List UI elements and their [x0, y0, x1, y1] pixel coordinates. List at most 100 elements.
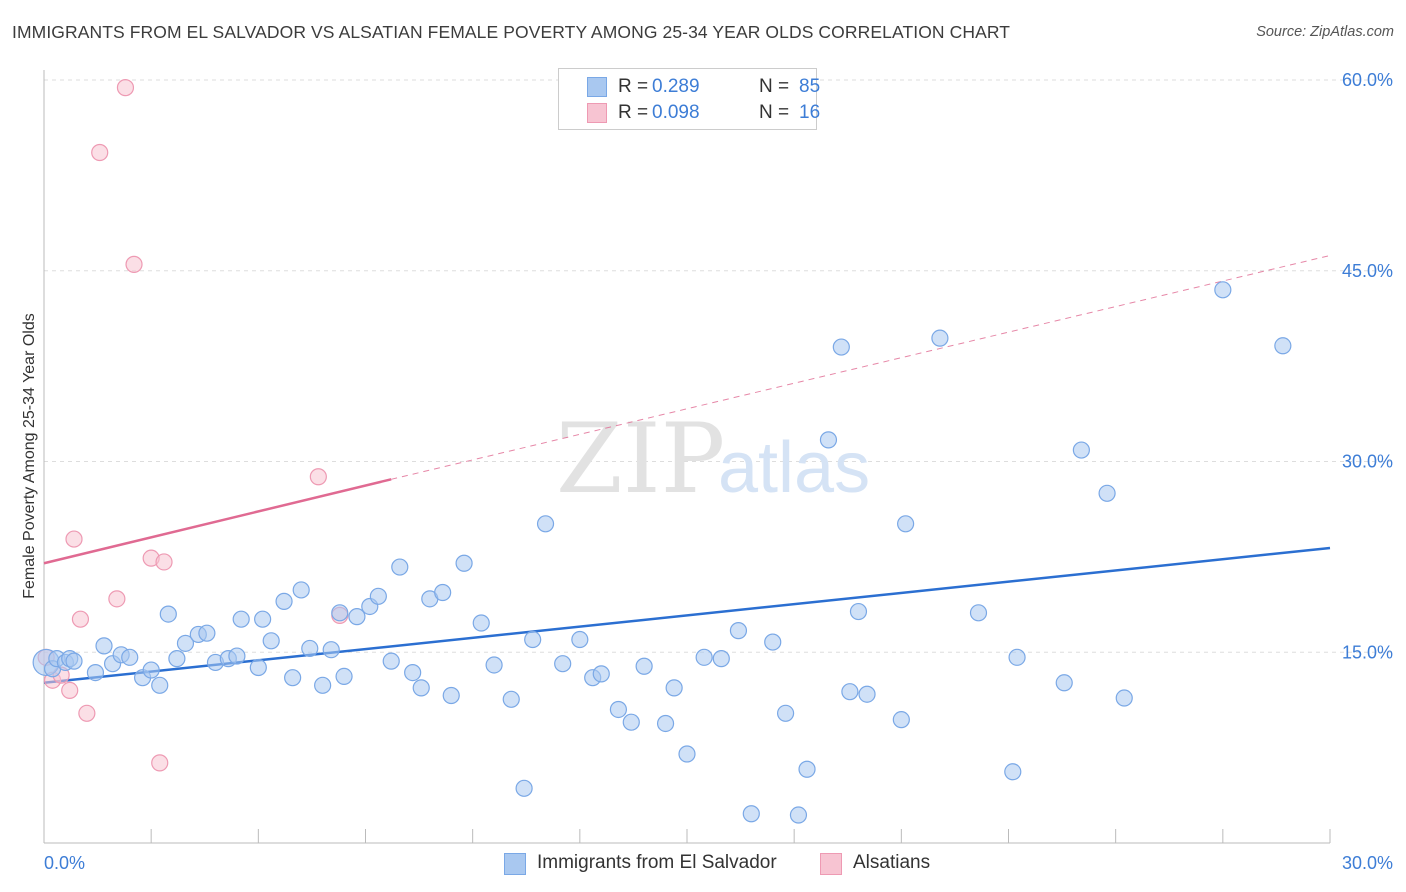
el-salvador-point: [331, 604, 349, 622]
el-salvador-point: [369, 587, 387, 605]
el-salvador-point: [228, 647, 246, 665]
y-tick-labels: 15.0% 30.0% 45.0% 60.0%: [1342, 70, 1393, 662]
el-salvador-point: [292, 581, 310, 599]
el-salvador-point: [665, 679, 683, 697]
el-salvador-point: [592, 665, 610, 683]
chart-title: IMMIGRANTS FROM EL SALVADOR VS ALSATIAN …: [12, 22, 1011, 42]
alsatians-point: [125, 255, 143, 273]
el-salvador-point: [95, 637, 113, 655]
y-tick-label: 60.0%: [1342, 70, 1393, 90]
watermark-atlas: atlas: [718, 428, 870, 508]
el-salvador-point: [1098, 484, 1116, 502]
el-salvador-point: [841, 683, 859, 701]
alsatians-point: [65, 530, 83, 548]
legend-r-label: R =: [618, 102, 649, 123]
legend-swatch-blue: [587, 77, 607, 97]
el-salvador-point: [412, 679, 430, 697]
el-salvador-point: [622, 713, 640, 731]
el-salvador-point: [254, 610, 272, 628]
legend-n-label: N =: [759, 102, 790, 123]
el-salvador-point: [1004, 763, 1022, 781]
legend-n-value: 16: [799, 102, 821, 123]
alsatians-point: [309, 468, 327, 486]
bottom-legend-swatch-blue: [504, 853, 526, 875]
el-salvador-point: [931, 329, 949, 347]
el-salvador-point: [536, 515, 555, 533]
el-salvador-point: [168, 650, 186, 668]
el-salvador-point: [249, 658, 267, 677]
el-salvador-point: [897, 515, 915, 533]
el-salvador-point: [742, 805, 760, 823]
x-tick-label-max: 30.0%: [1342, 853, 1393, 873]
alsatians-point: [155, 553, 173, 571]
el-salvador-point: [434, 583, 452, 602]
el-salvador-point: [524, 630, 542, 649]
alsatians-point: [151, 754, 169, 772]
el-salvador-point: [86, 663, 105, 682]
stats-legend: R = 0.289 N = 85 R = 0.098 N = 16: [558, 68, 821, 130]
el-salvador-point: [1008, 648, 1026, 666]
el-salvador-point: [789, 806, 808, 824]
el-salvador-point: [1055, 674, 1073, 692]
el-salvador-point: [764, 633, 782, 651]
el-salvador-point: [849, 602, 868, 621]
el-salvador-point: [232, 610, 250, 628]
el-salvador-point: [455, 554, 473, 572]
el-salvador-point: [348, 608, 366, 626]
el-salvador-point: [695, 648, 713, 666]
el-salvador-point: [571, 630, 589, 649]
el-salvador-point: [284, 669, 302, 687]
watermark: ZIP atlas: [556, 403, 870, 515]
alsatians-point: [91, 143, 109, 162]
el-salvador-point: [262, 632, 280, 650]
el-salvador-point: [798, 760, 816, 778]
x-tick-labels: 0.0% 30.0%: [44, 853, 1393, 873]
el-salvador-point: [382, 652, 400, 670]
y-tick-label: 45.0%: [1342, 261, 1393, 281]
bottom-legend-label: Immigrants from El Salvador: [537, 852, 777, 873]
el-salvador-point: [142, 661, 160, 679]
gridlines: [44, 79, 1393, 653]
el-salvador-point: [1214, 281, 1232, 299]
el-salvador-point: [176, 634, 195, 652]
el-salvador-point: [776, 704, 795, 722]
legend-r-value: 0.289: [652, 76, 700, 97]
el-salvador-point: [1072, 441, 1090, 459]
el-salvador-point: [832, 338, 850, 356]
el-salvador-point: [515, 779, 533, 797]
el-salvador-point: [892, 711, 910, 729]
el-salvador-point: [65, 652, 83, 670]
el-salvador-point: [159, 605, 177, 623]
el-salvador-point: [1274, 337, 1292, 355]
el-salvador-point: [322, 641, 340, 659]
legend-n-label: N =: [759, 76, 790, 97]
legend-swatch-pink: [587, 103, 607, 123]
el-salvador-point: [712, 650, 730, 668]
alsatians-point: [116, 79, 135, 97]
el-salvador-point: [301, 639, 319, 658]
el-salvador-point: [609, 700, 628, 719]
el-salvador-point: [335, 667, 353, 686]
el-salvador-point: [442, 686, 460, 705]
alsatians-point: [71, 610, 90, 628]
bottom-legend-label: Alsatians: [853, 852, 931, 873]
el-salvador-point: [858, 685, 876, 703]
el-salvador-point: [275, 592, 293, 610]
el-salvador-point: [656, 714, 675, 733]
alsatians-trend-extension: [391, 255, 1331, 480]
el-salvador-point: [1115, 689, 1133, 707]
y-tick-label: 15.0%: [1342, 642, 1393, 662]
el-salvador-points: [32, 281, 1292, 824]
el-salvador-point: [729, 622, 748, 640]
el-salvador-point: [314, 676, 332, 694]
el-salvador-point: [554, 655, 572, 673]
legend-r-label: R =: [618, 76, 649, 97]
x-ticks: [150, 829, 1331, 843]
bottom-legend-swatch-pink: [820, 853, 842, 875]
y-tick-label: 30.0%: [1342, 452, 1393, 472]
el-salvador-point: [472, 614, 490, 632]
el-salvador-point: [819, 431, 838, 449]
legend-r-value: 0.098: [652, 102, 700, 123]
el-salvador-point: [485, 656, 503, 674]
alsatians-point: [108, 590, 126, 608]
